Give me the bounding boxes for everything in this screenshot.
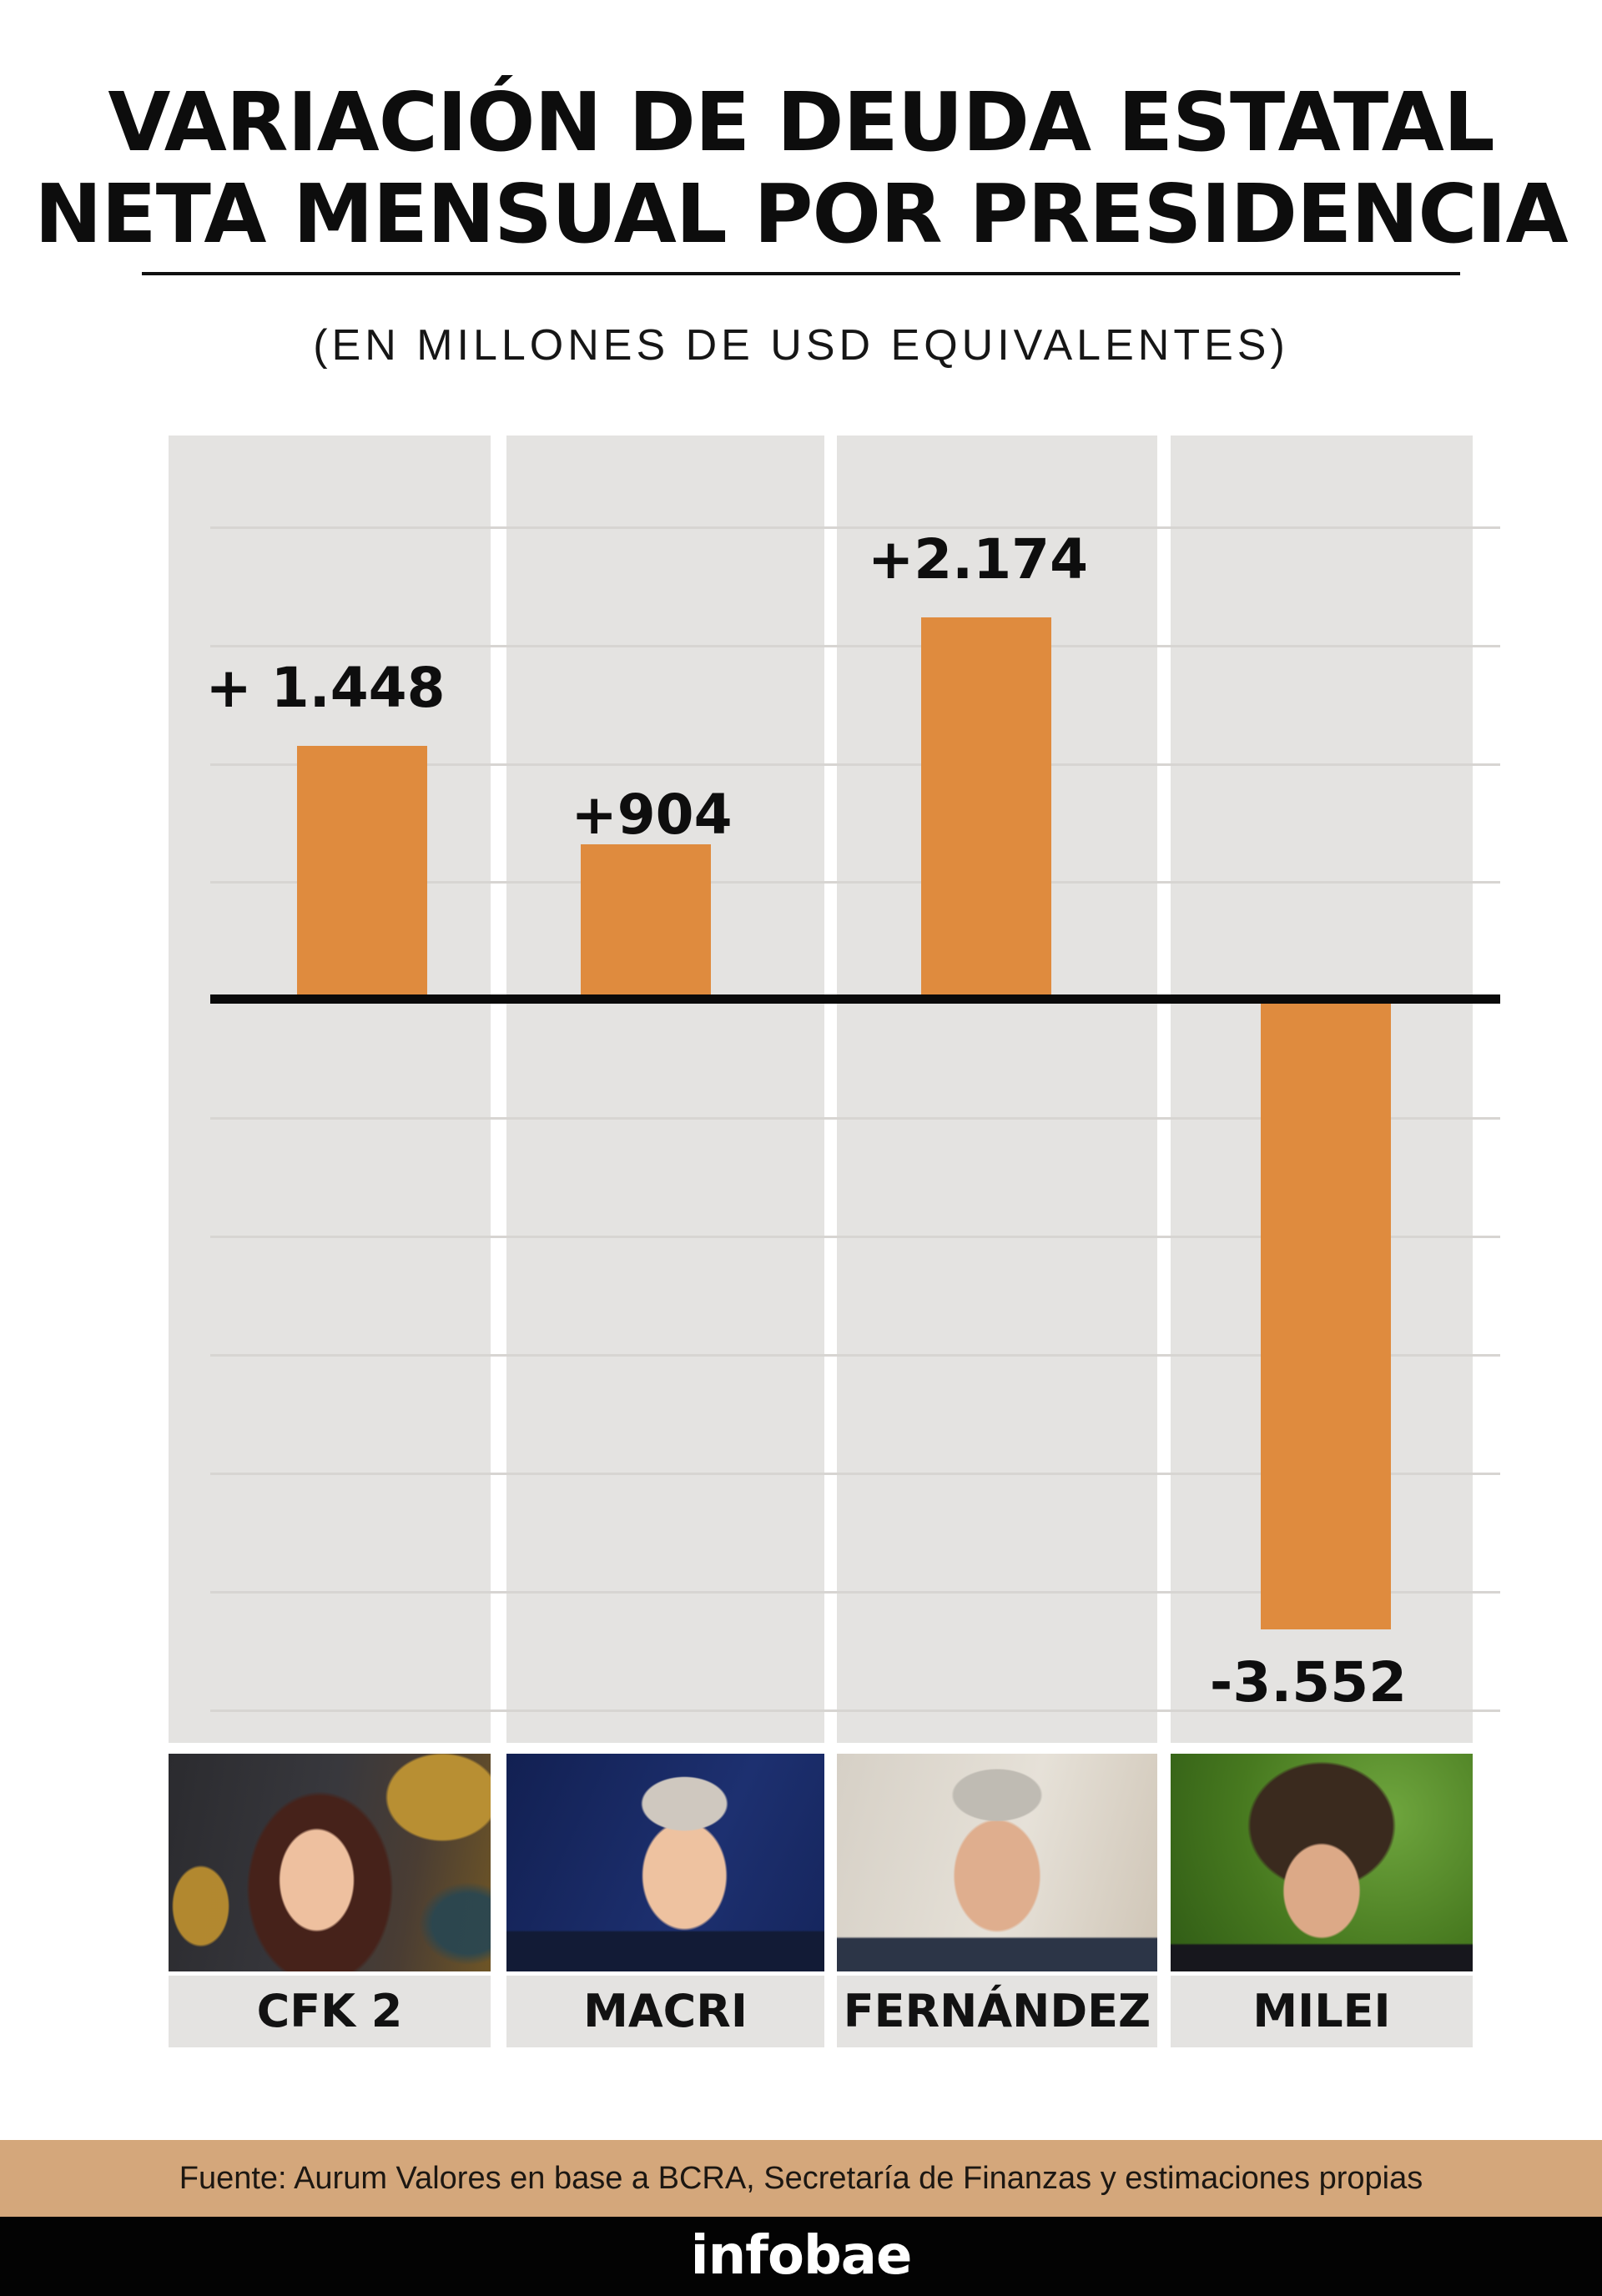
value-label-macri: +904: [571, 783, 733, 847]
gridline: [210, 1117, 1500, 1120]
category-label-fernandez: FERNÁNDEZ: [837, 1976, 1157, 2047]
portrait-cfk2-photo: [169, 1754, 491, 1971]
chart-subtitle: (EN MILLONES DE USD EQUIVALENTES): [313, 321, 1289, 370]
gridline: [210, 1236, 1500, 1238]
source-text: Fuente: Aurum Valores en base a BCRA, Se…: [179, 2161, 1423, 2196]
source-band: Fuente: Aurum Valores en base a BCRA, Se…: [0, 2140, 1602, 2217]
category-band-macri: [506, 436, 824, 1743]
bar-macri: [581, 844, 711, 999]
category-label-macri: MACRI: [506, 1976, 824, 2047]
value-label-milei: -3.552: [1209, 1650, 1408, 1714]
category-label-cfk2: CFK 2: [169, 1976, 491, 2047]
bar-cfk2: [297, 746, 427, 999]
title-line-2: NETA MENSUAL POR PRESIDENCIA: [34, 167, 1569, 261]
value-label-fernandez: +2.174: [867, 527, 1089, 592]
gridline: [210, 1709, 1500, 1712]
page-title: VARIACIÓN DE DEUDA ESTATAL NETA MENSUAL …: [0, 77, 1602, 260]
gridline: [210, 526, 1500, 529]
bar-fernandez: [921, 617, 1051, 999]
bar-milei: [1261, 999, 1391, 1629]
category-band-cfk2: [169, 436, 491, 1743]
gridline: [210, 645, 1500, 647]
gridline: [210, 1473, 1500, 1475]
gridline: [210, 1354, 1500, 1357]
zero-axis-line: [210, 994, 1500, 1004]
category-label-milei: MILEI: [1171, 1976, 1473, 2047]
title-line-1: VARIACIÓN DE DEUDA ESTATAL: [108, 75, 1494, 169]
value-label-cfk2: + 1.448: [205, 656, 446, 720]
gridline: [210, 881, 1500, 884]
infobae-logo: infobae: [690, 2225, 913, 2287]
portrait-macri-photo: [506, 1754, 824, 1971]
gridline: [210, 1591, 1500, 1594]
brand-band: infobae: [0, 2217, 1602, 2296]
title-underline-rule: [142, 272, 1460, 275]
portrait-milei-photo: [1171, 1754, 1473, 1971]
portrait-fernandez-photo: [837, 1754, 1157, 1971]
gridline: [210, 763, 1500, 766]
